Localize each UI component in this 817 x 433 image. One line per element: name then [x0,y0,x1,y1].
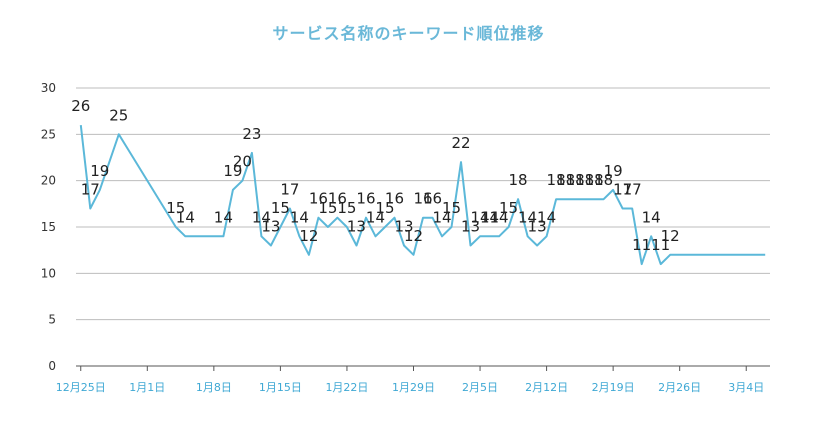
x-tick-label: 1月8日 [196,381,232,394]
data-label: 14 [518,208,537,226]
data-label: 12 [661,227,680,245]
data-label: 13 [461,218,480,236]
data-label: 23 [242,125,261,143]
y-tick-label: 20 [41,174,56,188]
x-tick-label: 2月12日 [525,381,568,394]
x-tick-label: 2月5日 [462,381,498,394]
data-label: 20 [233,153,252,171]
y-tick-label: 5 [48,313,56,327]
y-tick-label: 10 [41,266,56,280]
data-label: 14 [432,208,451,226]
x-tick-label: 2月19日 [592,381,635,394]
data-label: 16 [328,190,347,208]
x-tick-label: 1月15日 [259,381,302,394]
data-label: 16 [413,190,432,208]
data-label: 13 [347,218,366,236]
series-line [79,124,766,266]
data-label: 15 [375,199,394,217]
data-label: 14 [176,208,195,226]
data-label: 14 [642,208,661,226]
data-label: 17 [280,180,299,198]
data-label: 14 [366,208,385,226]
y-tick-label: 25 [41,127,56,141]
data-label: 16 [356,190,375,208]
data-label: 18 [585,171,604,189]
y-tick-label: 15 [41,220,56,234]
data-label: 12 [404,227,423,245]
data-label: 15 [271,199,290,217]
data-label: 15 [318,199,337,217]
data-label: 19 [223,162,242,180]
data-label: 13 [528,218,547,236]
data-label: 14 [470,208,489,226]
data-label: 17 [623,180,642,198]
data-label: 18 [556,171,575,189]
data-label: 13 [261,218,280,236]
data-label: 17 [81,180,100,198]
x-tick-label: 3月4日 [728,381,764,394]
data-label: 18 [594,171,613,189]
data-label: 26 [71,97,90,115]
data-label: 18 [566,171,585,189]
data-label: 16 [309,190,328,208]
chart-title: サービス名称のキーワード順位推移 [272,24,545,43]
x-tick-label: 12月25日 [56,381,106,394]
data-label: 17 [613,180,632,198]
x-tick-label: 2月26日 [658,381,701,394]
data-label: 15 [166,199,185,217]
data-label: 14 [490,208,509,226]
data-label: 13 [394,218,413,236]
x-tick-label: 1月22日 [325,381,368,394]
x-tick-label: 1月29日 [392,381,435,394]
x-tick-label: 1月1日 [129,381,165,394]
data-label: 15 [499,199,518,217]
y-tick-label: 0 [48,359,56,373]
data-label: 14 [290,208,309,226]
data-label: 22 [451,134,470,152]
data-label: 12 [299,227,318,245]
data-label: 18 [509,171,528,189]
y-tick-label: 30 [41,81,56,95]
data-label: 18 [575,171,594,189]
data-label: 16 [385,190,404,208]
data-label: 14 [537,208,556,226]
data-label: 14 [214,208,233,226]
data-label: 15 [337,199,356,217]
data-label: 25 [109,106,128,124]
data-label: 11 [632,236,651,254]
data-label: 11 [651,236,670,254]
data-label: 14 [480,208,499,226]
data-label: 18 [547,171,566,189]
data-label: 14 [252,208,271,226]
data-label: 19 [90,162,109,180]
data-label: 15 [442,199,461,217]
data-label: 16 [423,190,442,208]
data-label: 19 [604,162,623,180]
